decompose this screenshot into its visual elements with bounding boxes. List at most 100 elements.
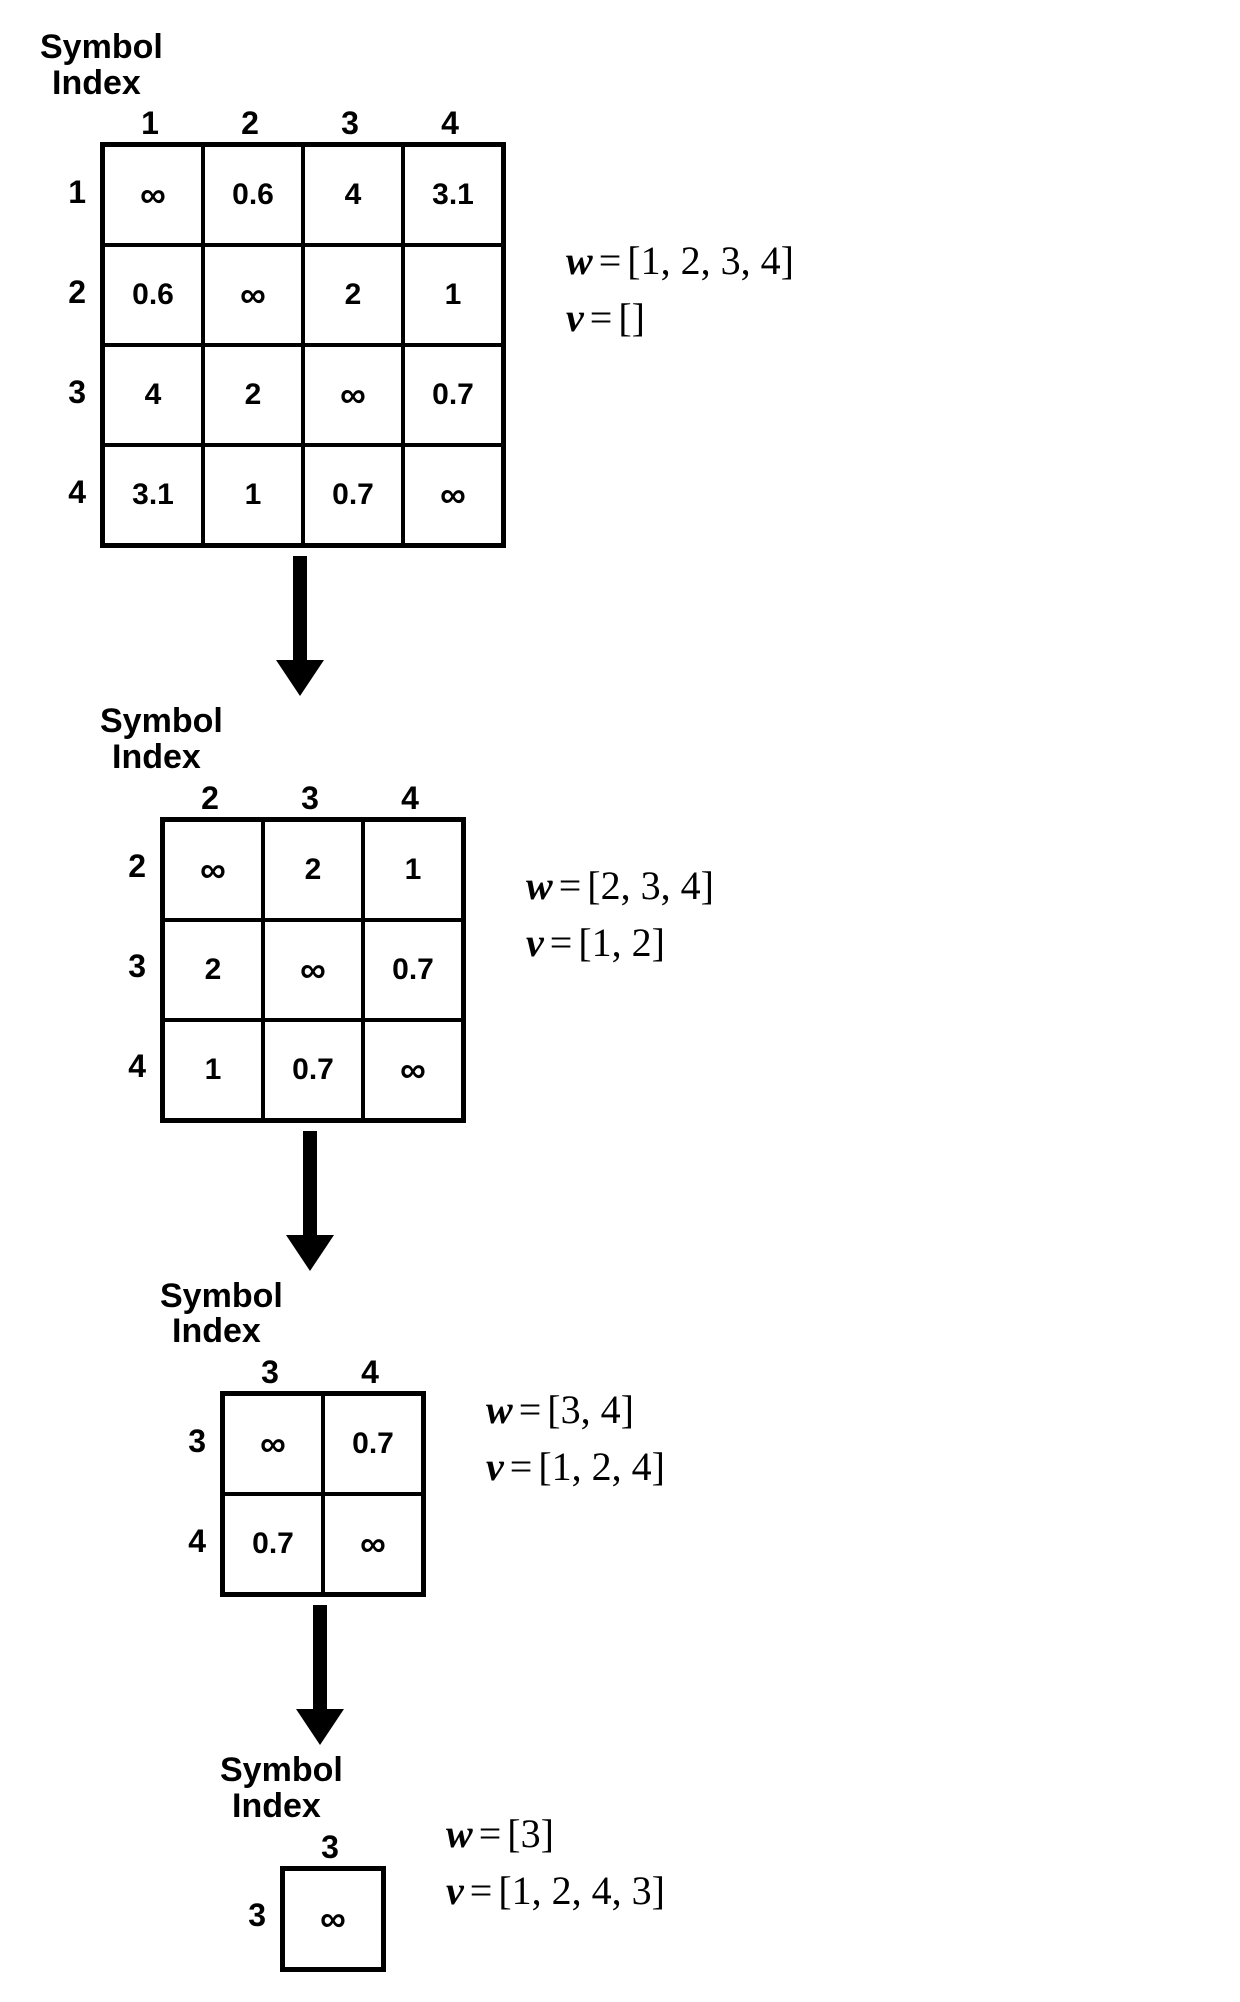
row-headers: 34 <box>160 1391 220 1597</box>
grid-wrap: 3∞ <box>220 1866 386 1972</box>
col-header: 4 <box>360 780 460 817</box>
col-header: 3 <box>260 780 360 817</box>
row-header: 4 <box>160 1491 220 1591</box>
col-header: 3 <box>300 105 400 142</box>
matrix-cell: 0.7 <box>403 345 503 445</box>
matrix-block: SymbolIndex12341234∞0.643.10.6∞2142∞0.73… <box>40 30 506 548</box>
col-header: 2 <box>160 780 260 817</box>
v-annotation: v=[1, 2, 4] <box>486 1443 665 1490</box>
diagram-root: SymbolIndex12341234∞0.643.10.6∞2142∞0.73… <box>40 30 1200 1972</box>
label-index: Index <box>220 1789 343 1825</box>
matrix-block: SymbolIndex 33∞ <box>220 1753 386 1971</box>
col-header: 4 <box>320 1354 420 1391</box>
row-header: 4 <box>40 442 100 542</box>
matrix-grid: ∞0.70.7∞ <box>220 1391 426 1597</box>
col-header: 3 <box>220 1354 320 1391</box>
matrix-cell: ∞ <box>323 1494 423 1594</box>
arrow-container <box>40 1131 1200 1271</box>
matrix-cell: 3.1 <box>403 145 503 245</box>
row-header: 2 <box>40 242 100 342</box>
matrix-cell: 2 <box>203 345 303 445</box>
matrix-cell: ∞ <box>263 920 363 1020</box>
row-headers: 3 <box>220 1866 280 1972</box>
matrix-cell: 0.7 <box>363 920 463 1020</box>
row-header: 2 <box>100 817 160 917</box>
stage: SymbolIndex3434∞0.70.7∞w=[3, 4]v=[1, 2, … <box>160 1279 1200 1597</box>
label-symbol: Symbol <box>220 1753 343 1789</box>
row-header: 4 <box>100 1017 160 1117</box>
matrix-grid: ∞212∞0.710.7∞ <box>160 817 466 1123</box>
matrix-cell: 0.7 <box>323 1394 423 1494</box>
col-headers: 1234 <box>100 105 500 142</box>
stage: SymbolIndex 33∞ w=[3] v=[1, 2, 4, 3] <box>220 1753 1200 1971</box>
matrix-cell: ∞ <box>363 1020 463 1120</box>
matrix-cell: 3.1 <box>103 445 203 545</box>
matrix-block: SymbolIndex234234∞212∞0.710.7∞ <box>100 704 466 1122</box>
matrix-cell: 1 <box>163 1020 263 1120</box>
down-arrow-icon <box>296 1605 344 1745</box>
matrix-grid: ∞ <box>280 1866 386 1972</box>
matrix-cell: 2 <box>163 920 263 1020</box>
annotations: w=[1, 2, 3, 4] v=[] <box>566 227 794 351</box>
label-index: Index <box>40 66 163 102</box>
row-header: 3 <box>220 1866 280 1966</box>
label-index: Index <box>160 1314 283 1350</box>
matrix-cell: 2 <box>303 245 403 345</box>
w-annotation: w=[3, 4] <box>486 1386 665 1433</box>
row-headers: 1234 <box>40 142 100 548</box>
stage: SymbolIndex234234∞212∞0.710.7∞w=[2, 3, 4… <box>100 704 1200 1122</box>
label-index: Index <box>100 740 223 776</box>
matrix-cell: 1 <box>403 245 503 345</box>
row-header: 1 <box>40 142 100 242</box>
matrix-grid: ∞0.643.10.6∞2142∞0.73.110.7∞ <box>100 142 506 548</box>
row-header: 3 <box>40 342 100 442</box>
matrix-cell: ∞ <box>303 345 403 445</box>
symbol-index-label: SymbolIndex <box>100 704 223 775</box>
w-annotation: w=[3] <box>446 1810 665 1857</box>
matrix-cell: ∞ <box>203 245 303 345</box>
col-header: 3 <box>280 1829 380 1866</box>
matrix-cell: 2 <box>263 820 363 920</box>
matrix-cell: 0.7 <box>223 1494 323 1594</box>
matrix-cell: 0.6 <box>103 245 203 345</box>
arrow-container <box>40 1605 1200 1745</box>
matrix-cell: ∞ <box>403 445 503 545</box>
matrix-block: SymbolIndex3434∞0.70.7∞ <box>160 1279 426 1597</box>
col-header: 2 <box>200 105 300 142</box>
matrix-cell: 0.6 <box>203 145 303 245</box>
col-header: 1 <box>100 105 200 142</box>
col-headers: 234 <box>160 780 460 817</box>
matrix-cell: 4 <box>103 345 203 445</box>
grid-wrap: 1234∞0.643.10.6∞2142∞0.73.110.7∞ <box>40 142 506 548</box>
matrix-cell: ∞ <box>163 820 263 920</box>
row-headers: 234 <box>100 817 160 1123</box>
symbol-index-label: SymbolIndex <box>160 1279 283 1350</box>
matrix-cell: ∞ <box>103 145 203 245</box>
annotations: w=[3, 4] v=[1, 2, 4] <box>486 1376 665 1500</box>
arrow-container <box>40 556 1200 696</box>
grid-wrap: 234∞212∞0.710.7∞ <box>100 817 466 1123</box>
w-annotation: w=[2, 3, 4] <box>526 862 714 909</box>
v-annotation: v=[1, 2, 4, 3] <box>446 1867 665 1914</box>
w-annotation: w=[1, 2, 3, 4] <box>566 237 794 284</box>
row-header: 3 <box>160 1391 220 1491</box>
matrix-cell: 0.7 <box>263 1020 363 1120</box>
v-annotation: v=[1, 2] <box>526 919 714 966</box>
col-headers: 34 <box>220 1354 420 1391</box>
matrix-cell: 1 <box>363 820 463 920</box>
grid-wrap: 34∞0.70.7∞ <box>160 1391 426 1597</box>
matrix-cell: 4 <box>303 145 403 245</box>
matrix-cell: ∞ <box>223 1394 323 1494</box>
matrix-cell: 0.7 <box>303 445 403 545</box>
matrix-cell: ∞ <box>283 1869 383 1969</box>
col-headers: 3 <box>280 1829 380 1866</box>
down-arrow-icon <box>286 1131 334 1271</box>
label-symbol: Symbol <box>100 704 223 740</box>
annotations: w=[2, 3, 4] v=[1, 2] <box>526 852 714 976</box>
label-symbol: Symbol <box>160 1279 283 1315</box>
v-annotation: v=[] <box>566 294 794 341</box>
symbol-index-label: SymbolIndex <box>40 30 163 101</box>
matrix-cell: 1 <box>203 445 303 545</box>
label-symbol: Symbol <box>40 30 163 66</box>
down-arrow-icon <box>276 556 324 696</box>
